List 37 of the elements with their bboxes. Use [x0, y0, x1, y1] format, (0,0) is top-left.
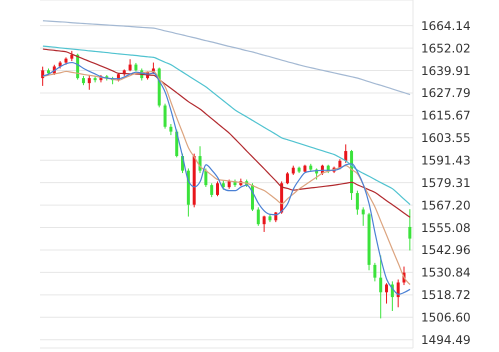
y-tick-label: 1652.02 [421, 41, 471, 56]
candlestick [164, 103, 167, 130]
candlestick [88, 74, 91, 90]
candlestick [216, 180, 220, 197]
y-tick-label: 1567.20 [421, 198, 471, 212]
candlestick [292, 165, 295, 176]
y-tick-label: 1530.84 [421, 266, 471, 280]
y-tick-label: 1518.72 [421, 288, 471, 302]
candlestick [169, 124, 172, 136]
candlestick [82, 75, 85, 86]
y-tick-label: 1579.31 [421, 176, 471, 190]
candlestick [362, 206, 365, 226]
candlestick [204, 168, 208, 188]
candlestick [286, 172, 289, 185]
candlestick [128, 58, 132, 72]
candlestick [256, 206, 260, 226]
candlestick [210, 182, 214, 198]
y-tick-label: 1639.91 [421, 64, 471, 78]
y-tick-label: 1494.49 [421, 332, 471, 347]
candlestick [396, 279, 400, 308]
candlestick [344, 144, 348, 164]
candlestick [373, 262, 376, 282]
line-series [42, 20, 411, 96]
candlestick [379, 254, 382, 319]
y-tick-label: 1603.55 [421, 131, 471, 146]
candlestick [385, 282, 388, 304]
candlestick [408, 208, 412, 251]
y-tick-label: 1555.08 [421, 220, 471, 235]
y-tick-label: 1664.14 [421, 18, 471, 33]
y-tick-label: 1591.43 [421, 154, 471, 168]
y-tick-label: 1615.67 [421, 108, 471, 123]
candlestick [262, 215, 266, 232]
candlestick [228, 179, 231, 190]
y-tick-label: 1506.60 [421, 310, 471, 325]
y-tick-label: 1542.96 [421, 243, 471, 258]
y-tick-label: 1627.79 [421, 86, 471, 100]
candlestick [356, 190, 359, 216]
